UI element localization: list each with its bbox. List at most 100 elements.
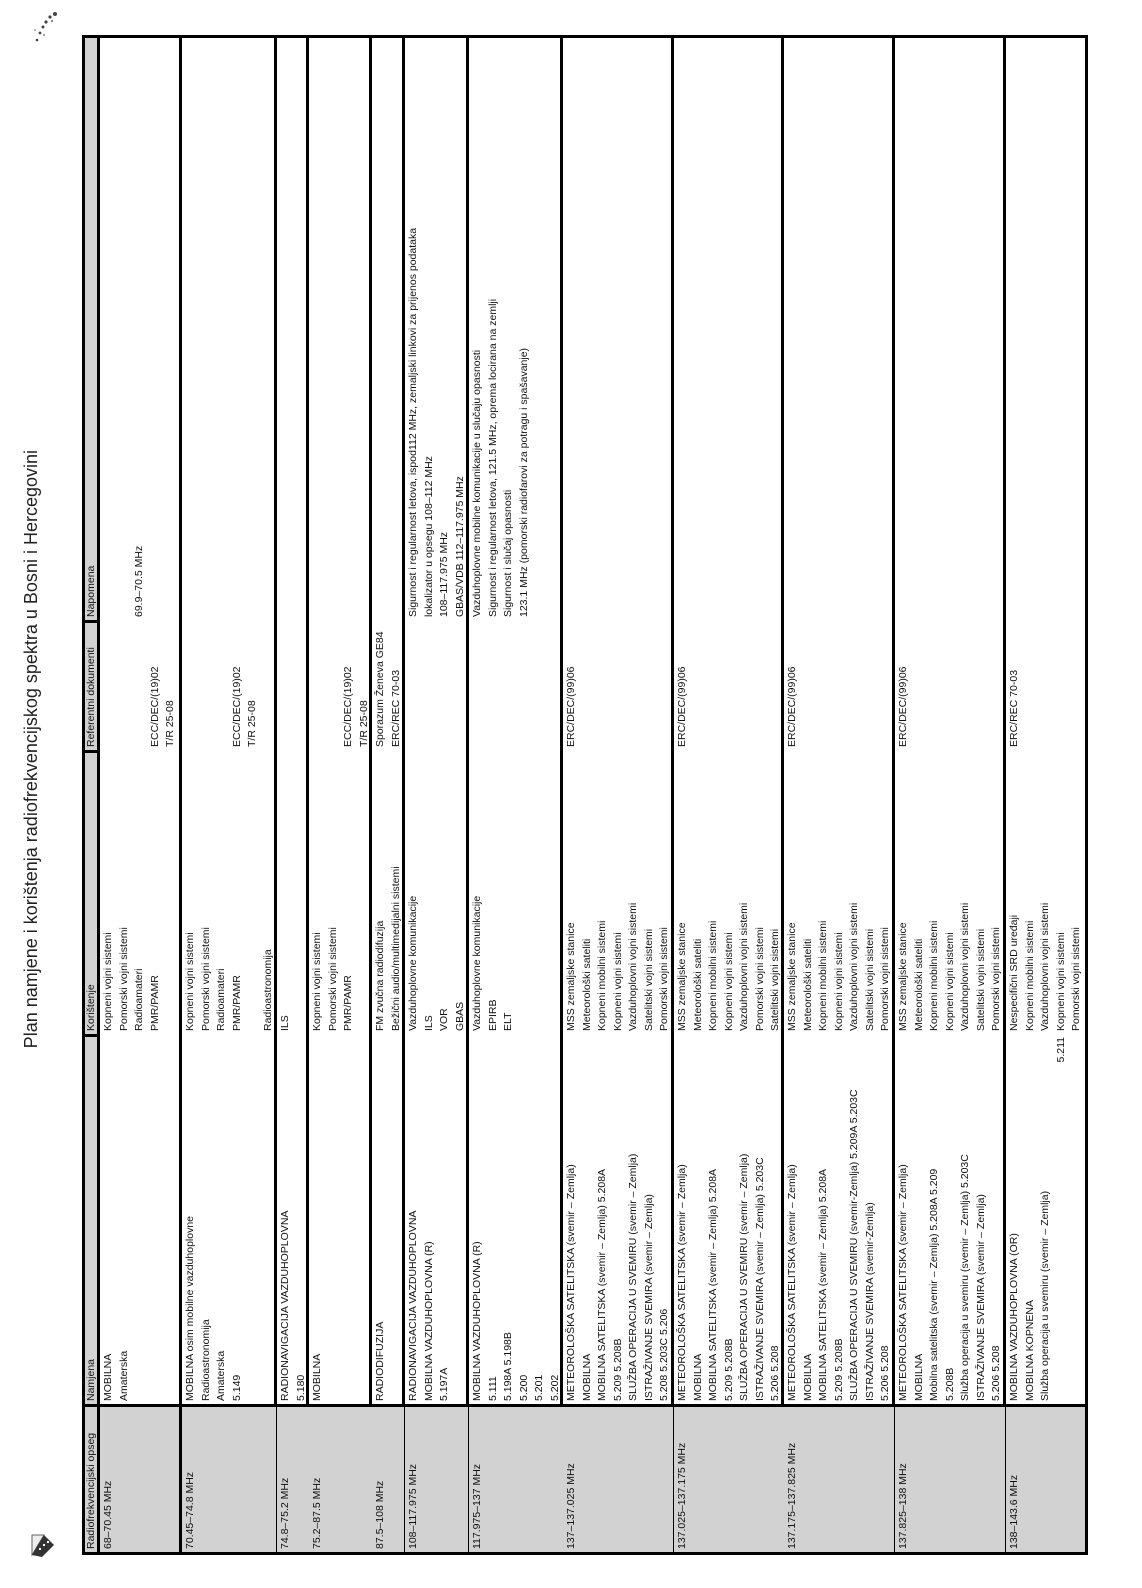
cell-line: RADIONAVIGACIJA VAZDUHOPLOVNA xyxy=(279,1210,291,1401)
cell-line: Kopneni vojni sistemi xyxy=(184,932,196,1031)
cell-line: ISTRAŽIVANJE SVEMIRA (svemir – Zemlja) xyxy=(974,1194,987,1401)
cell-ref: Sporazum Ženeva GE84 ERC/REC 70-03 xyxy=(372,620,404,750)
spectrum-allocation-table: Radiofrekvencijski opseg Namjena Korište… xyxy=(82,35,1088,1555)
cell-opseg: 117.975–137 MHz xyxy=(469,1404,563,1552)
table-row: 75.2–87.5 MHz MOBILNA Kopneni vojni sistem… xyxy=(309,38,372,1552)
table-row: 70.45–74.8 MHz MOBILNA osim mobilne vazdu… xyxy=(182,38,277,1552)
cell-line: ERC/REC 70-03 xyxy=(1008,669,1020,747)
cell-line: Pomorski vojni sistemi xyxy=(199,927,212,1031)
cell-line: 5.180 xyxy=(294,1374,307,1401)
cell-koristenje: MSS zemaljske stanice Meteorološki sateli… xyxy=(674,750,784,1034)
scanner-dots-icon xyxy=(34,12,57,42)
header-napomena: Napomena xyxy=(85,565,97,617)
cell-line: 108–117.975 MHz xyxy=(438,531,450,617)
cell-line: Pomorski vojni sistemi xyxy=(990,927,1002,1031)
cell-line: MOBILNA VAZDUHOPLOVNA (OR) xyxy=(1008,1233,1020,1401)
cell-ref: ECC/DEC/(19)02 T/R 25-08 xyxy=(182,620,276,750)
header-referentni-dokumenti: Referentni dokumenti xyxy=(85,620,97,750)
cell-opseg: 138–143.6 MHz xyxy=(1006,1404,1085,1552)
cell-ref xyxy=(277,620,309,750)
cell-line: 5.149 xyxy=(230,1374,243,1401)
cell-line: 5.198A 5.198B xyxy=(502,1332,514,1401)
cell-line: Pomorski vojni sistemi xyxy=(658,927,670,1031)
cell-ref: ECC/DEC/(19)02 T/R 25-08 xyxy=(100,620,179,750)
cell-koristenje: ILS xyxy=(277,750,309,1034)
cell-line: 5.200 xyxy=(517,1374,530,1401)
cell-line: lokalizator u opsegu 108–112 MHz xyxy=(422,456,435,617)
table-row: 74.8–75.2 MHz RADIONAVIGACIJA VAZDUHOPLOV… xyxy=(277,38,309,1552)
cell-opseg: 108–117.975 MHz xyxy=(405,1404,468,1552)
cell-line: ISTRAŽIVANJE SVEMIRA (svemir – Zemlja) 5… xyxy=(753,1157,766,1401)
cell-line: 69.9–70.5 MHz xyxy=(133,545,145,617)
cell-line: ERC/DEC/(99)06 xyxy=(786,666,798,747)
cell-line: Pomorski vojni sistemi xyxy=(879,927,891,1031)
table-row: 137.825–138 MHz METEOROLOŠKA SATELITSKA (… xyxy=(895,38,1006,1552)
cell-line: Vazduhoplovni vojni sistemi xyxy=(627,902,639,1031)
cell-line: MOBILNA xyxy=(580,1353,593,1401)
cell-napomena xyxy=(895,38,1005,620)
cell-line: METEOROLOŠKA SATELITSKA (svemir – Zemlja… xyxy=(786,1164,798,1401)
table-row: 138–143.6 MHz MOBILNA VAZDUHOPLOVNA (OR) M… xyxy=(1006,38,1085,1552)
cell-line: 5.206 5.208 xyxy=(990,1345,1002,1401)
cell-line: SLUŽBA OPERACIJA U SVEMIRU (svemir – Zem… xyxy=(738,1153,750,1401)
cell-napomena xyxy=(372,38,404,620)
cell-line: EPIRB xyxy=(486,999,499,1031)
cell-line: GBAS xyxy=(453,1001,466,1031)
cell-line: MOBILNA VAZDUHOPLOVNA (R) xyxy=(422,1241,435,1401)
cell-koristenje: MSS zemaljske stanice Meteorološki sateli… xyxy=(895,750,1005,1034)
cell-namjena: MOBILNA VAZDUHOPLOVNA (R) 5.111 5.198A 5.1… xyxy=(469,1034,563,1404)
cell-ref: ERC/DEC/(99)06 xyxy=(895,620,1005,750)
header-namjena: Namjena xyxy=(85,1034,97,1404)
cell-ref xyxy=(405,620,468,750)
cell-koristenje: Vazduhoplovne komunikacije EPIRB ELT xyxy=(469,750,563,1034)
cell-line: PMR/PAMR xyxy=(342,975,354,1031)
cell-line: Kopneni vojni sistemi xyxy=(102,932,114,1031)
cell-line: PMR/PAMR xyxy=(148,975,161,1031)
cell-line: Vazduhoplovni vojni sistemi xyxy=(738,902,750,1031)
cell-opseg: 70.45–74.8 MHz xyxy=(182,1404,276,1552)
cell-namjena: RADIONAVIGACIJA VAZDUHOPLOVNA MOBILNA VAZ… xyxy=(405,1034,468,1404)
cell-line: Vazduhoplovni vojni sistemi xyxy=(959,902,971,1031)
cell-namjena: RADIODIFUZIJA xyxy=(372,1034,404,1404)
cell-line: VOR xyxy=(438,1008,450,1031)
cell-line: MSS zemaljske stanice xyxy=(786,922,798,1031)
cell-koristenje: Vazduhoplovne komunikacije ILS VOR GBAS xyxy=(405,750,468,1034)
cell-line: Sigurnost i regularnost letova, 121.5 MH… xyxy=(486,298,499,617)
cell-line: MOBILNA VAZDUHOPLOVNA (R) xyxy=(471,1241,483,1401)
header-koristenje: Korištenje xyxy=(85,750,97,1034)
cell-opseg: 74.8–75.2 MHz xyxy=(277,1404,309,1552)
cell-napomena: 69.9–70.5 MHz xyxy=(100,38,179,620)
table-header-row: Radiofrekvencijski opseg Namjena Korište… xyxy=(85,38,100,1552)
cell-napomena: Vazduhoplovne mobilne komunikacije u slu… xyxy=(469,38,563,620)
cell-line: T/R 25-08 xyxy=(246,700,258,747)
table-row: 117.975–137 MHz MOBILNA VAZDUHOPLOVNA (R)… xyxy=(469,38,563,1552)
header-opseg: Radiofrekvencijski opseg xyxy=(85,1404,97,1552)
cell-line: Vazduhoplovni vojni sistemi xyxy=(848,902,860,1031)
cell-koristenje: MSS zemaljske stanice Meteorološki sateli… xyxy=(563,750,673,1034)
cell-napomena xyxy=(182,38,276,620)
cell-line: 5.209 5.208B xyxy=(722,1338,735,1401)
cell-line: 5.209 5.208B xyxy=(832,1338,845,1401)
cell-line: Kopneni vojni sistemi xyxy=(943,932,956,1031)
cell-line: Kopneni vojni sistemi xyxy=(311,932,323,1031)
cell-opseg: 137.175–137.825 MHz xyxy=(784,1404,894,1552)
cell-line: METEOROLOŠKA SATELITSKA (svemir – Zemlja… xyxy=(897,1164,909,1401)
cell-napomena xyxy=(563,38,673,620)
cell-line: MOBILNA xyxy=(801,1353,814,1401)
table-row: 137–137.025 MHz METEOROLOŠKA SATELITSKA (… xyxy=(563,38,674,1552)
cell-line: Amaterska xyxy=(215,1350,227,1401)
cell-line: SLUŽBA OPERACIJA U SVEMIRU (svemir-Zemlj… xyxy=(848,1089,860,1401)
cell-line: Pomorski vojni sistemi xyxy=(117,927,130,1031)
pencil-edit-icon xyxy=(31,1534,54,1557)
cell-line: Satelitski vojni sistemi xyxy=(863,928,876,1031)
cell-ref: ERC/DEC/(99)06 xyxy=(784,620,894,750)
cell-line: Meteorološki sateliti xyxy=(912,938,925,1031)
cell-opseg: 137–137.025 MHz xyxy=(563,1404,673,1552)
cell-koristenje: Kopneni vojni sistemi Pomorski vojni sist… xyxy=(100,750,179,1034)
cell-koristenje: MSS zemaljske stanice Meteorološki sateli… xyxy=(784,750,894,1034)
cell-line: Služba operacija u svemiru (svemir – Zem… xyxy=(1039,1190,1051,1401)
cell-ref: ECC/DEC/(19)02 T/R 25-08 xyxy=(309,620,372,750)
cell-line: MSS zemaljske stanice xyxy=(565,922,577,1031)
cell-line: Kopneni mobilni sistemi xyxy=(928,920,940,1031)
cell-line: Vazduhoplovni vojni sistemi xyxy=(1039,902,1051,1031)
